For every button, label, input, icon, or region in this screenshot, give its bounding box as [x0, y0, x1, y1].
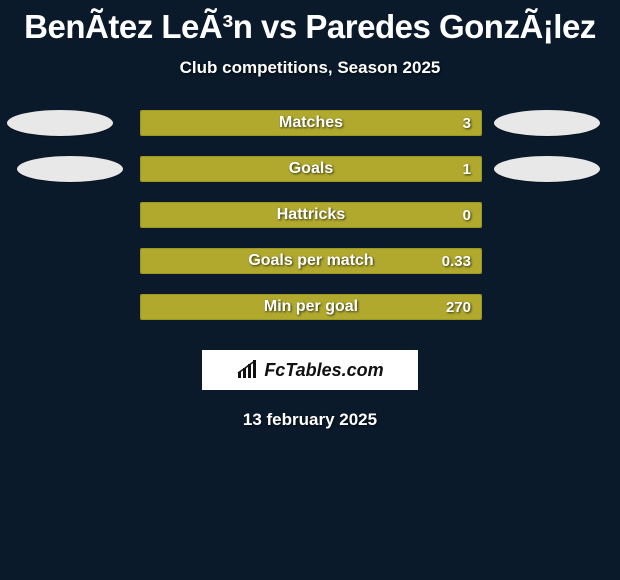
- right-ellipse: [494, 110, 600, 136]
- stat-bar: Hattricks0: [140, 202, 482, 228]
- stat-value: 3: [463, 111, 471, 135]
- stat-row: Min per goal270: [0, 294, 620, 320]
- page-title: BenÃ­tez LeÃ³n vs Paredes GonzÃ¡lez: [0, 0, 620, 46]
- stat-value: 1: [463, 157, 471, 181]
- stat-bar-fill: [141, 203, 481, 227]
- left-ellipse: [7, 110, 113, 136]
- stat-bar: Goals1: [140, 156, 482, 182]
- stat-bar-fill: [141, 111, 481, 135]
- page-subtitle: Club competitions, Season 2025: [0, 58, 620, 78]
- stat-bar-fill: [141, 249, 481, 273]
- chart-icon: [236, 360, 260, 380]
- right-ellipse: [494, 156, 600, 182]
- stat-value: 0: [463, 203, 471, 227]
- stats-rows: Matches3 Goals1 Hattricks0 Goals per match0…: [0, 110, 620, 320]
- stat-bar-fill: [141, 157, 481, 181]
- left-ellipse: [17, 156, 123, 182]
- stat-bar: Min per goal270: [140, 294, 482, 320]
- stat-value: 0.33: [442, 249, 471, 273]
- logo-box: FcTables.com: [202, 350, 418, 390]
- stat-row: Goals1: [0, 156, 620, 182]
- stat-value: 270: [446, 295, 471, 319]
- stat-row: Matches3: [0, 110, 620, 136]
- logo-text: FcTables.com: [264, 360, 383, 381]
- date-text: 13 february 2025: [0, 410, 620, 430]
- stat-row: Hattricks0: [0, 202, 620, 228]
- stat-bar: Matches3: [140, 110, 482, 136]
- stat-bar: Goals per match0.33: [140, 248, 482, 274]
- stat-bar-fill: [141, 295, 481, 319]
- stat-row: Goals per match0.33: [0, 248, 620, 274]
